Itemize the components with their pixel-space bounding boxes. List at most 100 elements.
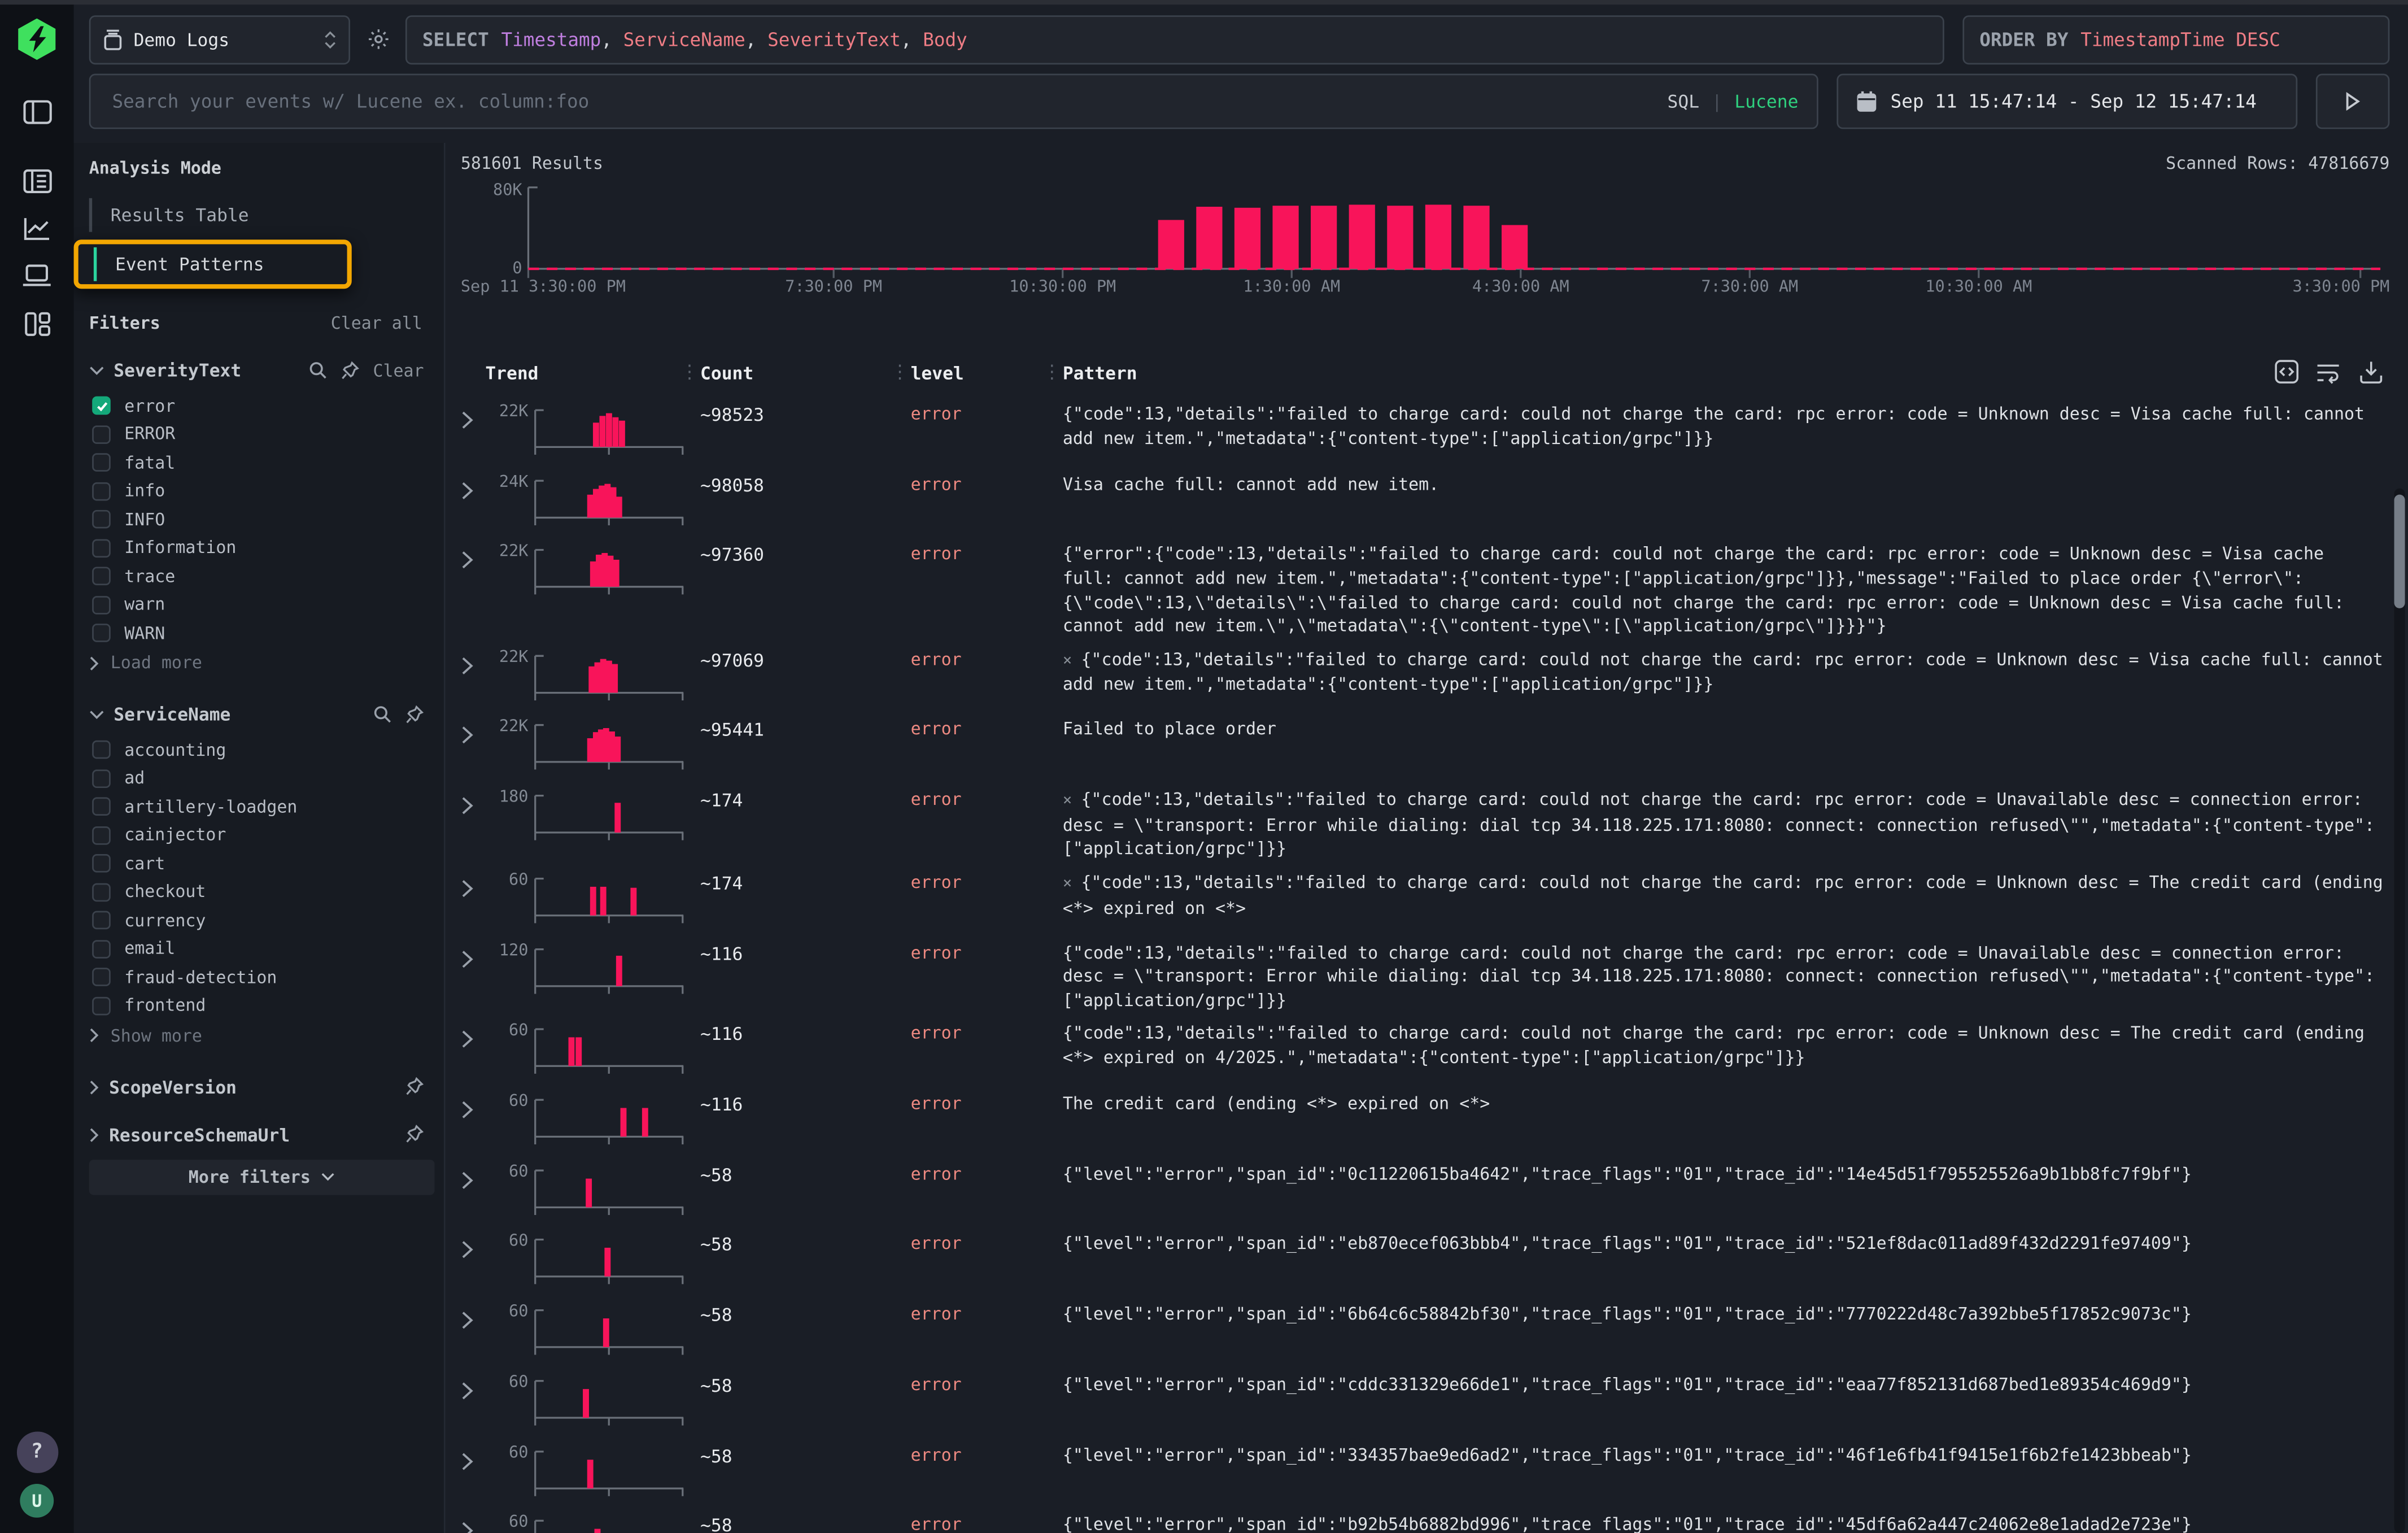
select-query-input[interactable]: SELECT Timestamp, ServiceName, SeverityT…	[405, 15, 1944, 65]
row-expand-chevron-icon[interactable]	[461, 1310, 486, 1330]
wrap-lines-icon[interactable]	[2316, 359, 2342, 384]
filter-option-artillery-loadgen[interactable]: artillery-loadgen	[89, 792, 444, 821]
checkbox[interactable]	[92, 882, 111, 901]
checkbox[interactable]	[92, 854, 111, 873]
histogram-bar[interactable]	[1234, 207, 1261, 269]
load-more-link[interactable]: Show more	[89, 1021, 444, 1049]
filter-option-currency[interactable]: currency	[89, 906, 444, 934]
sql-mode-toggle[interactable]: SQL	[1667, 90, 1700, 112]
checkbox[interactable]	[92, 798, 111, 816]
checkbox[interactable]	[92, 968, 111, 987]
lucene-mode-toggle[interactable]: Lucene	[1734, 90, 1799, 112]
analysis-mode-results-table[interactable]: Results Table	[89, 198, 444, 232]
row-expand-chevron-icon[interactable]	[461, 796, 486, 816]
checkbox[interactable]	[92, 425, 111, 444]
filter-group-header-scopeversion[interactable]: ScopeVersion	[89, 1076, 444, 1098]
histogram-bar[interactable]	[1349, 204, 1375, 269]
filter-option-cainjector[interactable]: cainjector	[89, 821, 444, 850]
filter-option-checkout[interactable]: checkout	[89, 878, 444, 906]
clear-all-link[interactable]: Clear all	[330, 313, 422, 334]
histogram-bar[interactable]	[1311, 206, 1337, 269]
checkbox[interactable]	[92, 624, 111, 643]
search-input[interactable]	[109, 89, 1655, 114]
checkbox[interactable]	[92, 482, 111, 500]
table-row[interactable]: 60 ~58 error {"level":"error","span_id":"0c…	[461, 1153, 2408, 1223]
row-expand-chevron-icon[interactable]	[461, 480, 486, 500]
table-row[interactable]: 60 ~58 error {"level":"error","span_id":"33…	[461, 1434, 2408, 1504]
analysis-mode-event-patterns[interactable]: Event Patterns	[93, 247, 347, 281]
column-header-level[interactable]: ⋮ level	[891, 361, 964, 384]
filter-option-accounting[interactable]: accounting	[89, 736, 444, 764]
table-row[interactable]: 22K ~97360 error {"error":{"code":13,"detai…	[461, 534, 2408, 639]
row-expand-chevron-icon[interactable]	[461, 1380, 486, 1400]
column-header-count[interactable]: ⋮ Count	[680, 361, 754, 384]
download-icon[interactable]	[2359, 359, 2384, 384]
column-resize-handle[interactable]: ⋮	[891, 361, 909, 383]
filter-option-ad[interactable]: ad	[89, 764, 444, 792]
table-row[interactable]: 24K ~98058 error Visa cache full: cannot ad…	[461, 463, 2408, 533]
filter-group-header-severitytext[interactable]: SeverityText Clear	[89, 359, 444, 381]
checkbox[interactable]	[92, 911, 111, 930]
checkbox[interactable]	[92, 769, 111, 788]
run-query-button[interactable]	[2315, 73, 2390, 129]
row-expand-chevron-icon[interactable]	[461, 1170, 486, 1190]
row-expand-chevron-icon[interactable]	[461, 1030, 486, 1049]
table-scrollbar[interactable]	[2394, 488, 2405, 1533]
filter-option-warn[interactable]: WARN	[89, 619, 444, 647]
app-logo[interactable]	[18, 18, 56, 60]
pin-icon[interactable]	[405, 1125, 424, 1144]
row-expand-chevron-icon[interactable]	[461, 1240, 486, 1260]
time-range-picker[interactable]: Sep 11 15:47:14 - Sep 12 15:47:14	[1836, 73, 2298, 129]
table-row[interactable]: 60 ~116 error {"code":13,"details":"failed …	[461, 1013, 2408, 1083]
filter-option-frontend[interactable]: frontend	[89, 991, 444, 1020]
table-row[interactable]: 22K ~95441 error Failed to place order	[461, 709, 2408, 779]
filter-option-fraud-detection[interactable]: fraud-detection	[89, 963, 444, 991]
row-expand-chevron-icon[interactable]	[461, 551, 486, 570]
row-expand-chevron-icon[interactable]	[461, 1521, 486, 1533]
checkbox[interactable]	[92, 567, 111, 586]
clear-filter-link[interactable]: Clear	[373, 360, 424, 381]
code-icon[interactable]	[2274, 359, 2299, 384]
checkbox[interactable]	[92, 741, 111, 760]
checkbox-checked[interactable]	[92, 397, 111, 415]
histogram-bar[interactable]	[1463, 206, 1490, 269]
pin-icon[interactable]	[405, 704, 424, 724]
table-row[interactable]: 60 ~116 error The credit card (ending <*> e…	[461, 1083, 2408, 1153]
filter-group-header-resourceschemaurl[interactable]: ResourceSchemaUrl	[89, 1123, 444, 1145]
order-by-input[interactable]: ORDER BY TimestampTime DESC	[1962, 15, 2390, 65]
row-expand-chevron-icon[interactable]	[461, 656, 486, 676]
histogram-bar[interactable]	[1501, 225, 1528, 269]
filter-option-info[interactable]: INFO	[89, 506, 444, 534]
filter-option-warn[interactable]: warn	[89, 591, 444, 619]
row-expand-chevron-icon[interactable]	[461, 1451, 486, 1470]
column-resize-handle[interactable]: ⋮	[1042, 361, 1062, 383]
checkbox[interactable]	[92, 595, 111, 615]
histogram-bar[interactable]	[1387, 206, 1414, 269]
source-settings-gear-icon[interactable]	[367, 28, 390, 53]
chart-explorer-icon[interactable]	[23, 216, 51, 247]
table-row[interactable]: 22K ~97069 error × {"code":13,"details":"fai…	[461, 639, 2408, 709]
help-button[interactable]: ?	[16, 1431, 58, 1473]
table-row[interactable]: 60 ~58 error {"level":"error","span_id":"eb…	[461, 1223, 2408, 1294]
user-avatar[interactable]: U	[20, 1483, 54, 1518]
results-histogram[interactable]: 80K 0 Sep 11 3:30:00 PM 7:30:00 PM 10:30:00 …	[461, 181, 2408, 298]
filter-option-error[interactable]: ERROR	[89, 420, 444, 448]
filter-option-info[interactable]: info	[89, 477, 444, 505]
column-resize-handle[interactable]: ⋮	[680, 361, 699, 383]
table-row[interactable]: 180 ~174 error × {"code":13,"details":"faile…	[461, 779, 2408, 861]
search-logs-icon[interactable]	[22, 169, 51, 199]
dashboards-icon[interactable]	[24, 312, 50, 342]
checkbox[interactable]	[92, 939, 111, 959]
row-expand-chevron-icon[interactable]	[461, 410, 486, 430]
search-icon[interactable]	[308, 361, 327, 380]
checkbox[interactable]	[92, 826, 111, 844]
histogram-bar[interactable]	[1272, 206, 1299, 269]
column-header-pattern[interactable]: ⋮ Pattern	[1042, 361, 1137, 384]
table-row[interactable]: 60 ~58 error {"level":"error","span_id":"6b…	[461, 1294, 2408, 1364]
filter-option-information[interactable]: Information	[89, 534, 444, 562]
checkbox[interactable]	[92, 510, 111, 529]
row-expand-chevron-icon[interactable]	[461, 1100, 486, 1120]
table-row[interactable]: 60 ~58 error {"level":"error","span_id":"cd…	[461, 1364, 2408, 1434]
filter-option-error[interactable]: error	[89, 391, 444, 420]
sidebar-toggle-icon[interactable]	[22, 100, 51, 130]
